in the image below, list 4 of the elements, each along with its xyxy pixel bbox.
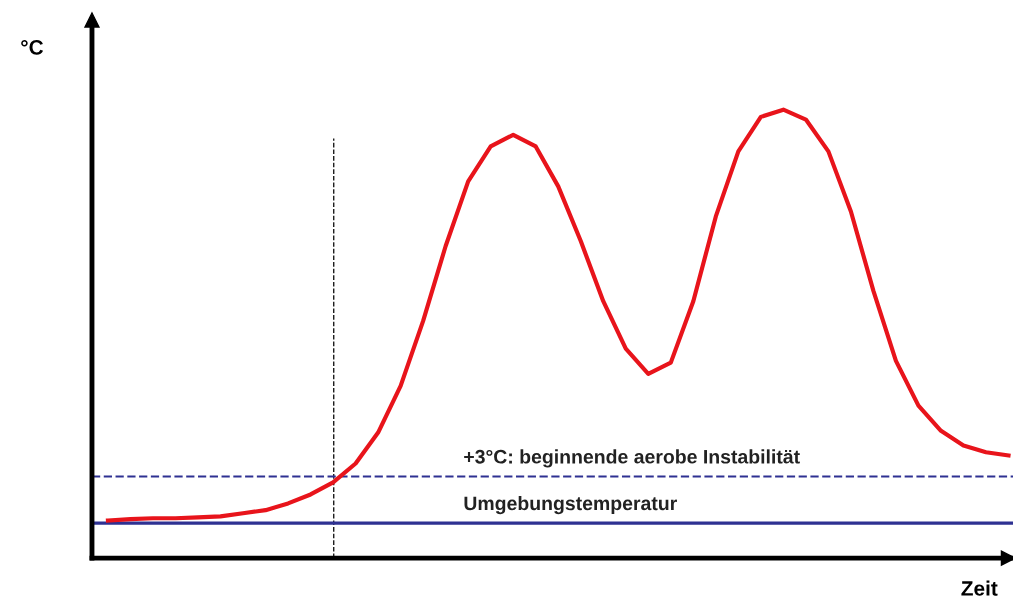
ref-line-label: +3°C: beginnende aerobe Instabilität [464,449,800,468]
x-axis-title: Zeit [961,580,998,596]
ref-line-label: Umgebungstemperatur [464,495,677,515]
y-axis-title: °C [21,39,44,55]
